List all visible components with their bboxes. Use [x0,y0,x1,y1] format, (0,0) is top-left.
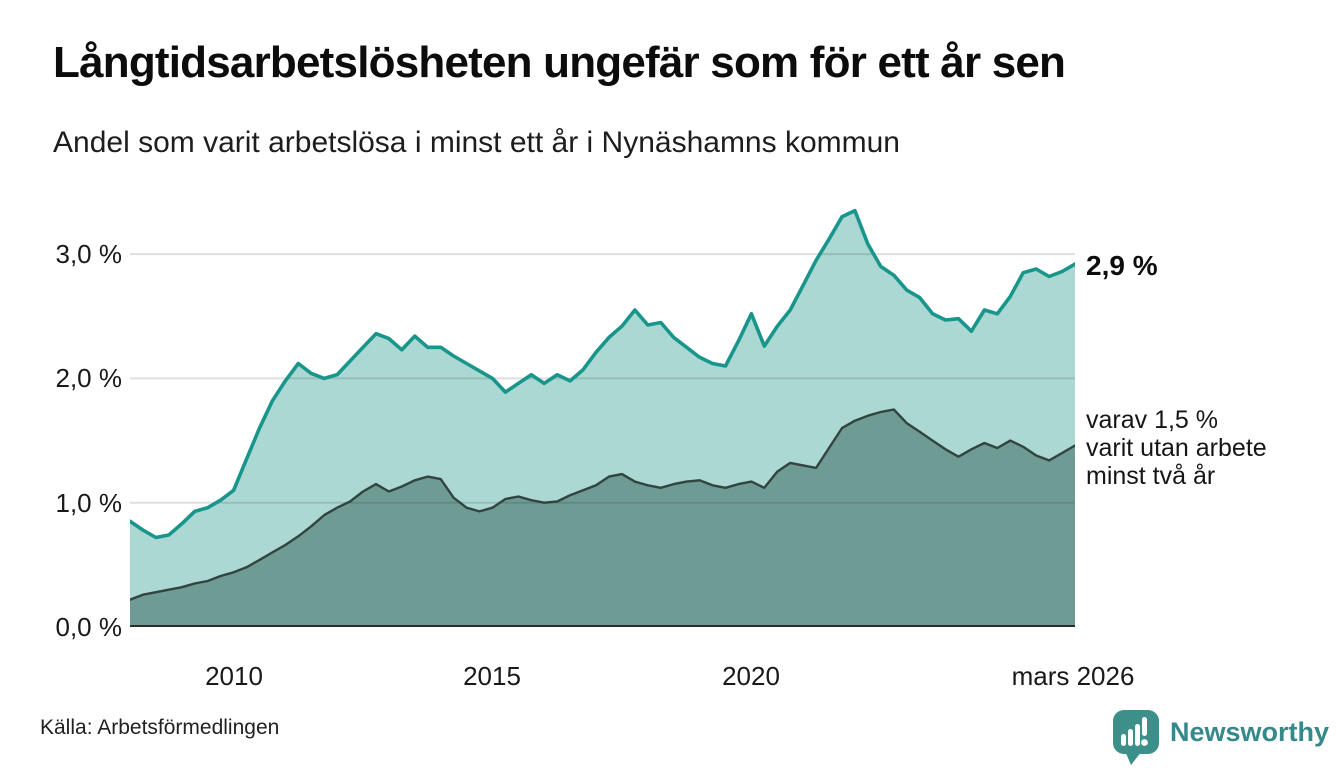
x-tick-label: 2020 [722,661,780,691]
two-year-series-label: varav 1,5 % varit utan arbete minst två … [1086,406,1316,490]
chart-title: Långtidsarbetslösheten ungefär som för e… [53,38,1066,87]
y-tick-label: 2,0 % [55,363,123,393]
two-year-series-label-line: varit utan arbete [1086,434,1267,462]
plot-area [130,208,1075,627]
newsworthy-brand: Newsworthy [1112,708,1329,766]
newsworthy-logo-icon [1113,710,1159,765]
two-year-series-label-line: minst två år [1086,462,1216,490]
source-text: Källa: Arbetsförmedlingen [40,716,280,739]
end-value-label: 2,9 % [1086,250,1158,281]
x-tick-label: 2010 [205,661,263,691]
area-fill-unemployed-two-years [130,409,1075,627]
chart-subtitle: Andel som varit arbetslösa i minst ett å… [53,126,900,159]
series-line-one-year [130,208,1075,540]
newsworthy-brand-name: Newsworthy [1170,717,1330,747]
y-tick-label: 1,0 % [55,488,123,518]
x-tick-label: mars 2026 [1011,661,1135,691]
two-year-series-label-line: varav 1,5 % [1086,406,1219,434]
series-line-two-years [130,408,1075,601]
y-tick-label: 0,0 % [55,612,123,642]
y-tick-label: 3,0 % [55,239,123,269]
x-tick-label: 2015 [463,661,521,691]
